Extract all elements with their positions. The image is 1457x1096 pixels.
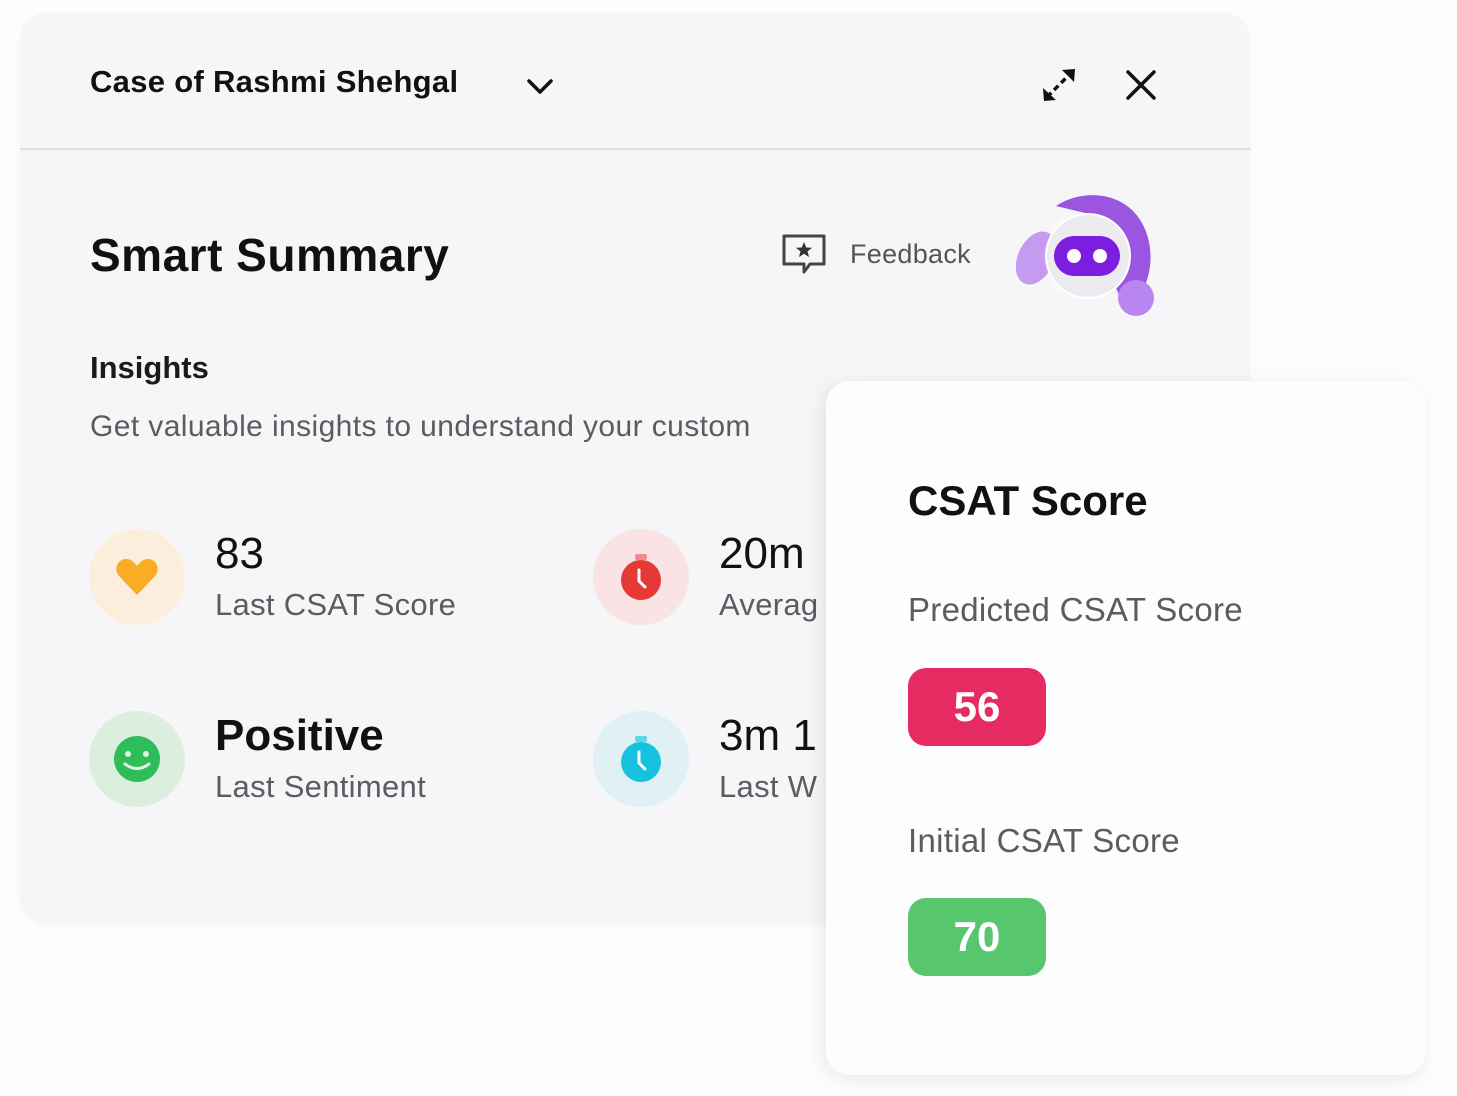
- metric-value: Positive: [215, 711, 384, 760]
- expand-arrows-icon[interactable]: [1038, 64, 1080, 106]
- metric-label: Last W: [719, 769, 818, 804]
- chevron-down-icon[interactable]: [524, 72, 556, 100]
- insights-title: Insights: [90, 350, 209, 385]
- csat-card-title: CSAT Score: [908, 477, 1148, 524]
- metric-label: Last CSAT Score: [215, 587, 457, 622]
- initial-csat-label: Initial CSAT Score: [908, 822, 1180, 859]
- stopwatch-icon-bg: [593, 711, 689, 807]
- feedback-button[interactable]: Feedback: [780, 230, 971, 278]
- case-title: Case of Rashmi Shehgal: [90, 64, 459, 99]
- metric-value: 3m 1: [719, 711, 817, 760]
- feedback-label: Feedback: [850, 238, 971, 269]
- heart-icon: [116, 559, 158, 595]
- initial-csat-badge: 70: [908, 898, 1046, 976]
- panel-header: Case of Rashmi Shehgal: [20, 12, 1250, 150]
- stopwatch-icon: [621, 554, 661, 600]
- robot-mascot-icon: [1016, 195, 1154, 316]
- smiley-icon-bg: [89, 711, 185, 807]
- predicted-csat-badge: 56: [908, 668, 1046, 746]
- metric-label: Last Sentiment: [215, 769, 426, 804]
- metric-value: 83: [215, 529, 264, 578]
- smart-summary-title: Smart Summary: [90, 229, 450, 281]
- stopwatch-icon: [621, 736, 661, 782]
- stopwatch-icon-bg: [593, 529, 689, 625]
- chat-star-icon: [782, 234, 826, 274]
- insights-description: Get valuable insights to understand your…: [90, 410, 751, 443]
- close-icon[interactable]: [1120, 64, 1162, 106]
- metric-label: Averag: [719, 587, 819, 622]
- predicted-csat-label: Predicted CSAT Score: [908, 591, 1243, 628]
- smiley-icon: [114, 736, 160, 782]
- csat-score-card: CSAT Score Predicted CSAT Score 56 Initi…: [826, 381, 1426, 1075]
- heart-icon-bg: [89, 529, 185, 625]
- metric-value: 20m: [719, 529, 805, 578]
